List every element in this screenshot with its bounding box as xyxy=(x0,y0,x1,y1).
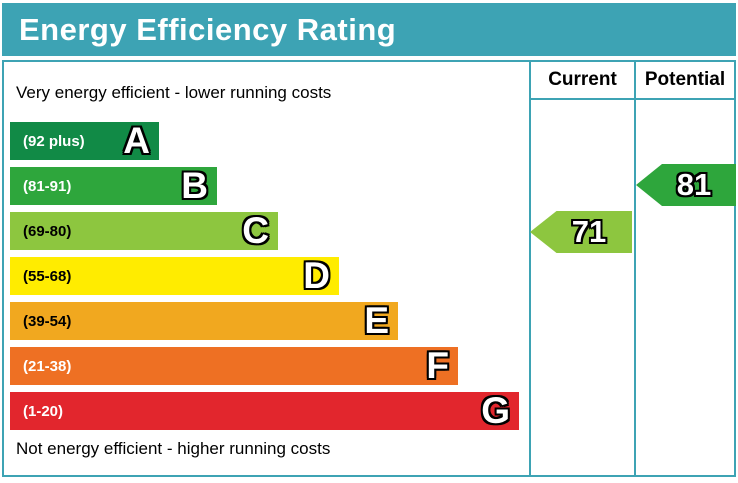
current-rating-value: 71 xyxy=(571,214,607,249)
rating-table: Current Potential Very energy efficient … xyxy=(2,60,736,477)
band-g-bar: (1-20) G xyxy=(10,392,519,430)
band-g-range: (1-20) xyxy=(23,402,64,420)
current-rating-arrow: 71 xyxy=(530,211,632,253)
header-underline xyxy=(529,98,734,100)
band-d-range: (55-68) xyxy=(23,267,72,285)
title-banner: Energy Efficiency Rating xyxy=(2,3,736,56)
top-caption: Very energy efficient - lower running co… xyxy=(16,83,332,102)
band-f-bar: (21-38) F xyxy=(10,347,458,385)
current-column-border xyxy=(529,62,531,475)
band-d-bar: (55-68) D xyxy=(10,257,339,295)
potential-rating-value: 81 xyxy=(676,167,712,202)
band-c-letter: C xyxy=(242,210,269,251)
band-a-letter: A xyxy=(123,120,150,161)
band-c-range: (69-80) xyxy=(23,222,72,240)
band-a-range: (92 plus) xyxy=(23,132,85,150)
band-a-bar: (92 plus) A xyxy=(10,122,159,160)
band-b-bar: (81-91) B xyxy=(10,167,217,205)
band-e-bar: (39-54) E xyxy=(10,302,398,340)
bottom-caption: Not energy efficient - higher running co… xyxy=(16,439,331,458)
band-g-letter: G xyxy=(481,390,510,431)
band-e-letter: E xyxy=(364,300,389,341)
band-b-letter: B xyxy=(181,165,208,206)
potential-column-header: Potential xyxy=(644,69,726,90)
band-f-range: (21-38) xyxy=(23,357,72,375)
potential-column-border xyxy=(634,62,636,475)
band-d-letter: D xyxy=(303,255,330,296)
band-f-letter: F xyxy=(426,345,449,386)
current-column-header: Current xyxy=(548,69,617,90)
page-title: Energy Efficiency Rating xyxy=(19,11,397,47)
band-c-bar: (69-80) C xyxy=(10,212,278,250)
band-e-range: (39-54) xyxy=(23,312,72,330)
band-b-range: (81-91) xyxy=(23,177,72,195)
potential-rating-arrow: 81 xyxy=(636,164,736,206)
